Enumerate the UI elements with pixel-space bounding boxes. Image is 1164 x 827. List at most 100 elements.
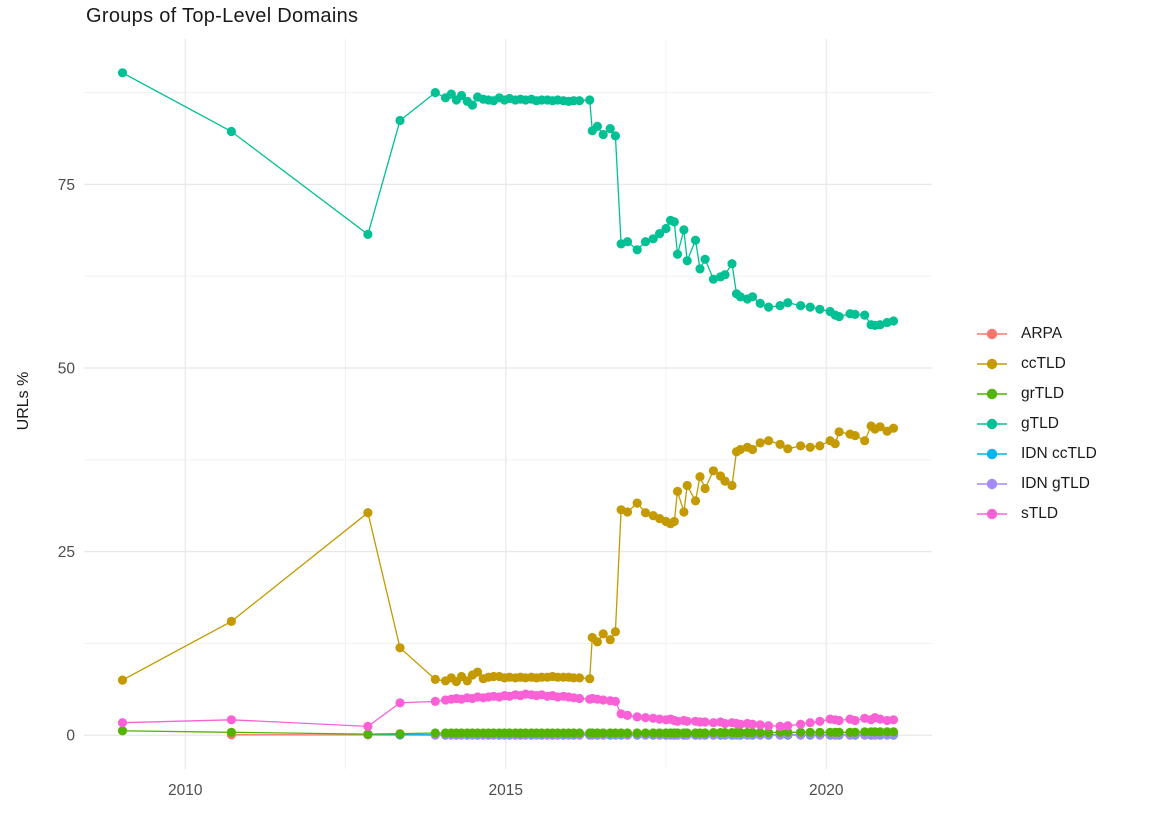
data-point bbox=[585, 95, 595, 105]
data-point bbox=[574, 673, 585, 683]
data-point bbox=[655, 728, 665, 738]
data-point bbox=[226, 126, 236, 137]
data-point bbox=[850, 727, 860, 737]
data-point bbox=[363, 721, 373, 732]
data-point bbox=[815, 727, 825, 737]
data-point bbox=[117, 726, 128, 736]
series-gTLD bbox=[117, 68, 899, 330]
legend-key-icon bbox=[977, 388, 1007, 400]
data-point bbox=[805, 302, 815, 312]
data-point bbox=[226, 616, 236, 627]
data-point bbox=[700, 483, 710, 494]
data-point bbox=[622, 710, 633, 721]
legend-item-grTLD: grTLD bbox=[976, 383, 1097, 405]
data-point bbox=[860, 727, 870, 737]
data-point bbox=[783, 444, 793, 454]
data-point bbox=[775, 301, 785, 311]
legend-label: ccTLD bbox=[1021, 355, 1066, 372]
data-point bbox=[640, 728, 651, 738]
data-point bbox=[456, 90, 467, 101]
data-point bbox=[796, 719, 806, 729]
data-point bbox=[755, 298, 765, 308]
data-point bbox=[735, 292, 746, 302]
data-point bbox=[708, 728, 719, 738]
y-tick-label: 0 bbox=[66, 728, 75, 745]
chart-title: Groups of Top-Level Domains bbox=[86, 5, 359, 27]
data-point bbox=[605, 124, 615, 134]
data-point bbox=[395, 698, 405, 708]
data-point bbox=[796, 301, 806, 311]
data-point bbox=[682, 728, 692, 738]
y-tick-label: 50 bbox=[58, 361, 76, 378]
data-point bbox=[430, 88, 440, 98]
data-point bbox=[720, 728, 730, 738]
data-point bbox=[830, 439, 840, 449]
data-point bbox=[117, 68, 128, 78]
legend-item-sTLD: sTLD bbox=[976, 503, 1097, 525]
data-point bbox=[700, 254, 710, 264]
data-point bbox=[764, 721, 774, 731]
data-point bbox=[764, 302, 774, 312]
data-point bbox=[888, 423, 899, 433]
data-point bbox=[655, 229, 665, 239]
legend-item-gTLD: gTLD bbox=[976, 413, 1097, 435]
data-point bbox=[598, 629, 608, 639]
data-point bbox=[755, 720, 765, 730]
data-point bbox=[395, 729, 405, 739]
data-point bbox=[850, 715, 860, 726]
data-point bbox=[598, 728, 608, 738]
data-point bbox=[690, 235, 701, 245]
data-point bbox=[834, 427, 844, 437]
data-point bbox=[640, 508, 651, 518]
data-point bbox=[708, 274, 719, 284]
data-point bbox=[735, 728, 746, 738]
data-point bbox=[834, 715, 844, 726]
data-point bbox=[395, 643, 405, 653]
data-point bbox=[775, 439, 785, 449]
data-point bbox=[632, 728, 642, 738]
data-point bbox=[648, 728, 658, 738]
data-point bbox=[574, 96, 585, 106]
data-point bbox=[747, 292, 758, 302]
data-point bbox=[669, 217, 679, 227]
data-point bbox=[473, 667, 483, 677]
data-point bbox=[720, 718, 730, 729]
data-point bbox=[585, 674, 595, 684]
data-point bbox=[700, 717, 710, 727]
legend-key-icon bbox=[977, 448, 1007, 460]
data-point bbox=[622, 507, 633, 517]
data-point bbox=[875, 422, 885, 432]
data-point bbox=[747, 444, 758, 455]
data-point bbox=[755, 728, 765, 738]
legend-label: IDN ccTLD bbox=[1021, 445, 1097, 462]
y-tick-label: 75 bbox=[58, 177, 75, 194]
data-point bbox=[747, 719, 758, 729]
data-point bbox=[610, 131, 621, 141]
data-point bbox=[467, 100, 477, 110]
data-point bbox=[850, 309, 860, 319]
data-point bbox=[226, 715, 236, 725]
data-point bbox=[860, 436, 870, 446]
data-point bbox=[661, 223, 671, 234]
data-point bbox=[805, 727, 815, 737]
data-point bbox=[690, 496, 701, 506]
data-point bbox=[610, 696, 621, 707]
data-point bbox=[610, 627, 621, 637]
legend-label: gTLD bbox=[1021, 415, 1059, 432]
data-point bbox=[815, 441, 825, 451]
data-point bbox=[574, 728, 585, 738]
data-point bbox=[682, 716, 692, 726]
data-point bbox=[592, 637, 603, 647]
data-point bbox=[226, 727, 236, 737]
data-point bbox=[622, 237, 633, 247]
data-point bbox=[648, 234, 658, 244]
series-line bbox=[122, 72, 894, 327]
data-point bbox=[672, 249, 683, 259]
x-tick-label: 2020 bbox=[809, 782, 844, 799]
data-point bbox=[747, 728, 758, 738]
data-point bbox=[888, 727, 899, 737]
data-point bbox=[735, 719, 746, 729]
data-point bbox=[682, 480, 692, 491]
legend-key-icon bbox=[977, 328, 1007, 340]
